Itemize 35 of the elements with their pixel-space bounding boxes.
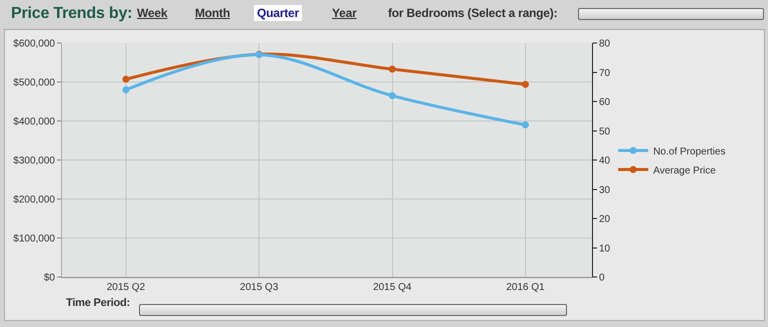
x-tick-label: 2015 Q3 — [240, 282, 279, 293]
point — [522, 121, 529, 128]
text: Time Period: — [66, 297, 130, 309]
x-tick-label: 2015 Q4 — [373, 282, 412, 293]
y2-tick-label: 20 — [599, 214, 611, 225]
text: Quarter — [254, 5, 302, 21]
y2-tick-label: 30 — [599, 184, 611, 196]
y2-tick-label: 60 — [599, 97, 611, 108]
text: Month — [195, 6, 230, 20]
y-tick-label: $600,000 — [13, 38, 56, 50]
legend-label: No.of Properties — [653, 146, 726, 158]
y2-tick-label: 40 — [599, 156, 611, 166]
y2-tick-label: 70 — [599, 68, 611, 79]
point — [122, 76, 130, 83]
legend-label: Average Price — [653, 165, 716, 176]
point — [388, 66, 396, 73]
point — [122, 86, 130, 94]
y-tick-label: $500,000 — [13, 78, 56, 88]
y-tick-label: $300,000 — [13, 156, 56, 166]
x-tick-label: 2016 Q1 — [506, 282, 546, 293]
x-tick-label: 2015 Q2 — [106, 282, 146, 293]
y2-tick-label: 80 — [599, 38, 611, 50]
text: Year — [332, 6, 357, 20]
y-tick-label: $400,000 — [13, 116, 56, 128]
y2-tick-label: 0 — [599, 272, 605, 284]
y-tick-label: $200,000 — [13, 194, 56, 206]
text: for Bedrooms (Select a range): — [388, 6, 558, 20]
y-tick-label: $100,000 — [13, 234, 56, 244]
y-tick-label: $0 — [44, 272, 56, 284]
text: Week — [137, 6, 168, 20]
y2-tick-label: 10 — [599, 243, 611, 254]
y2-tick-label: 50 — [599, 126, 611, 138]
point — [522, 80, 529, 88]
point — [388, 92, 396, 100]
chart-title: Price Trends by: — [11, 5, 132, 23]
